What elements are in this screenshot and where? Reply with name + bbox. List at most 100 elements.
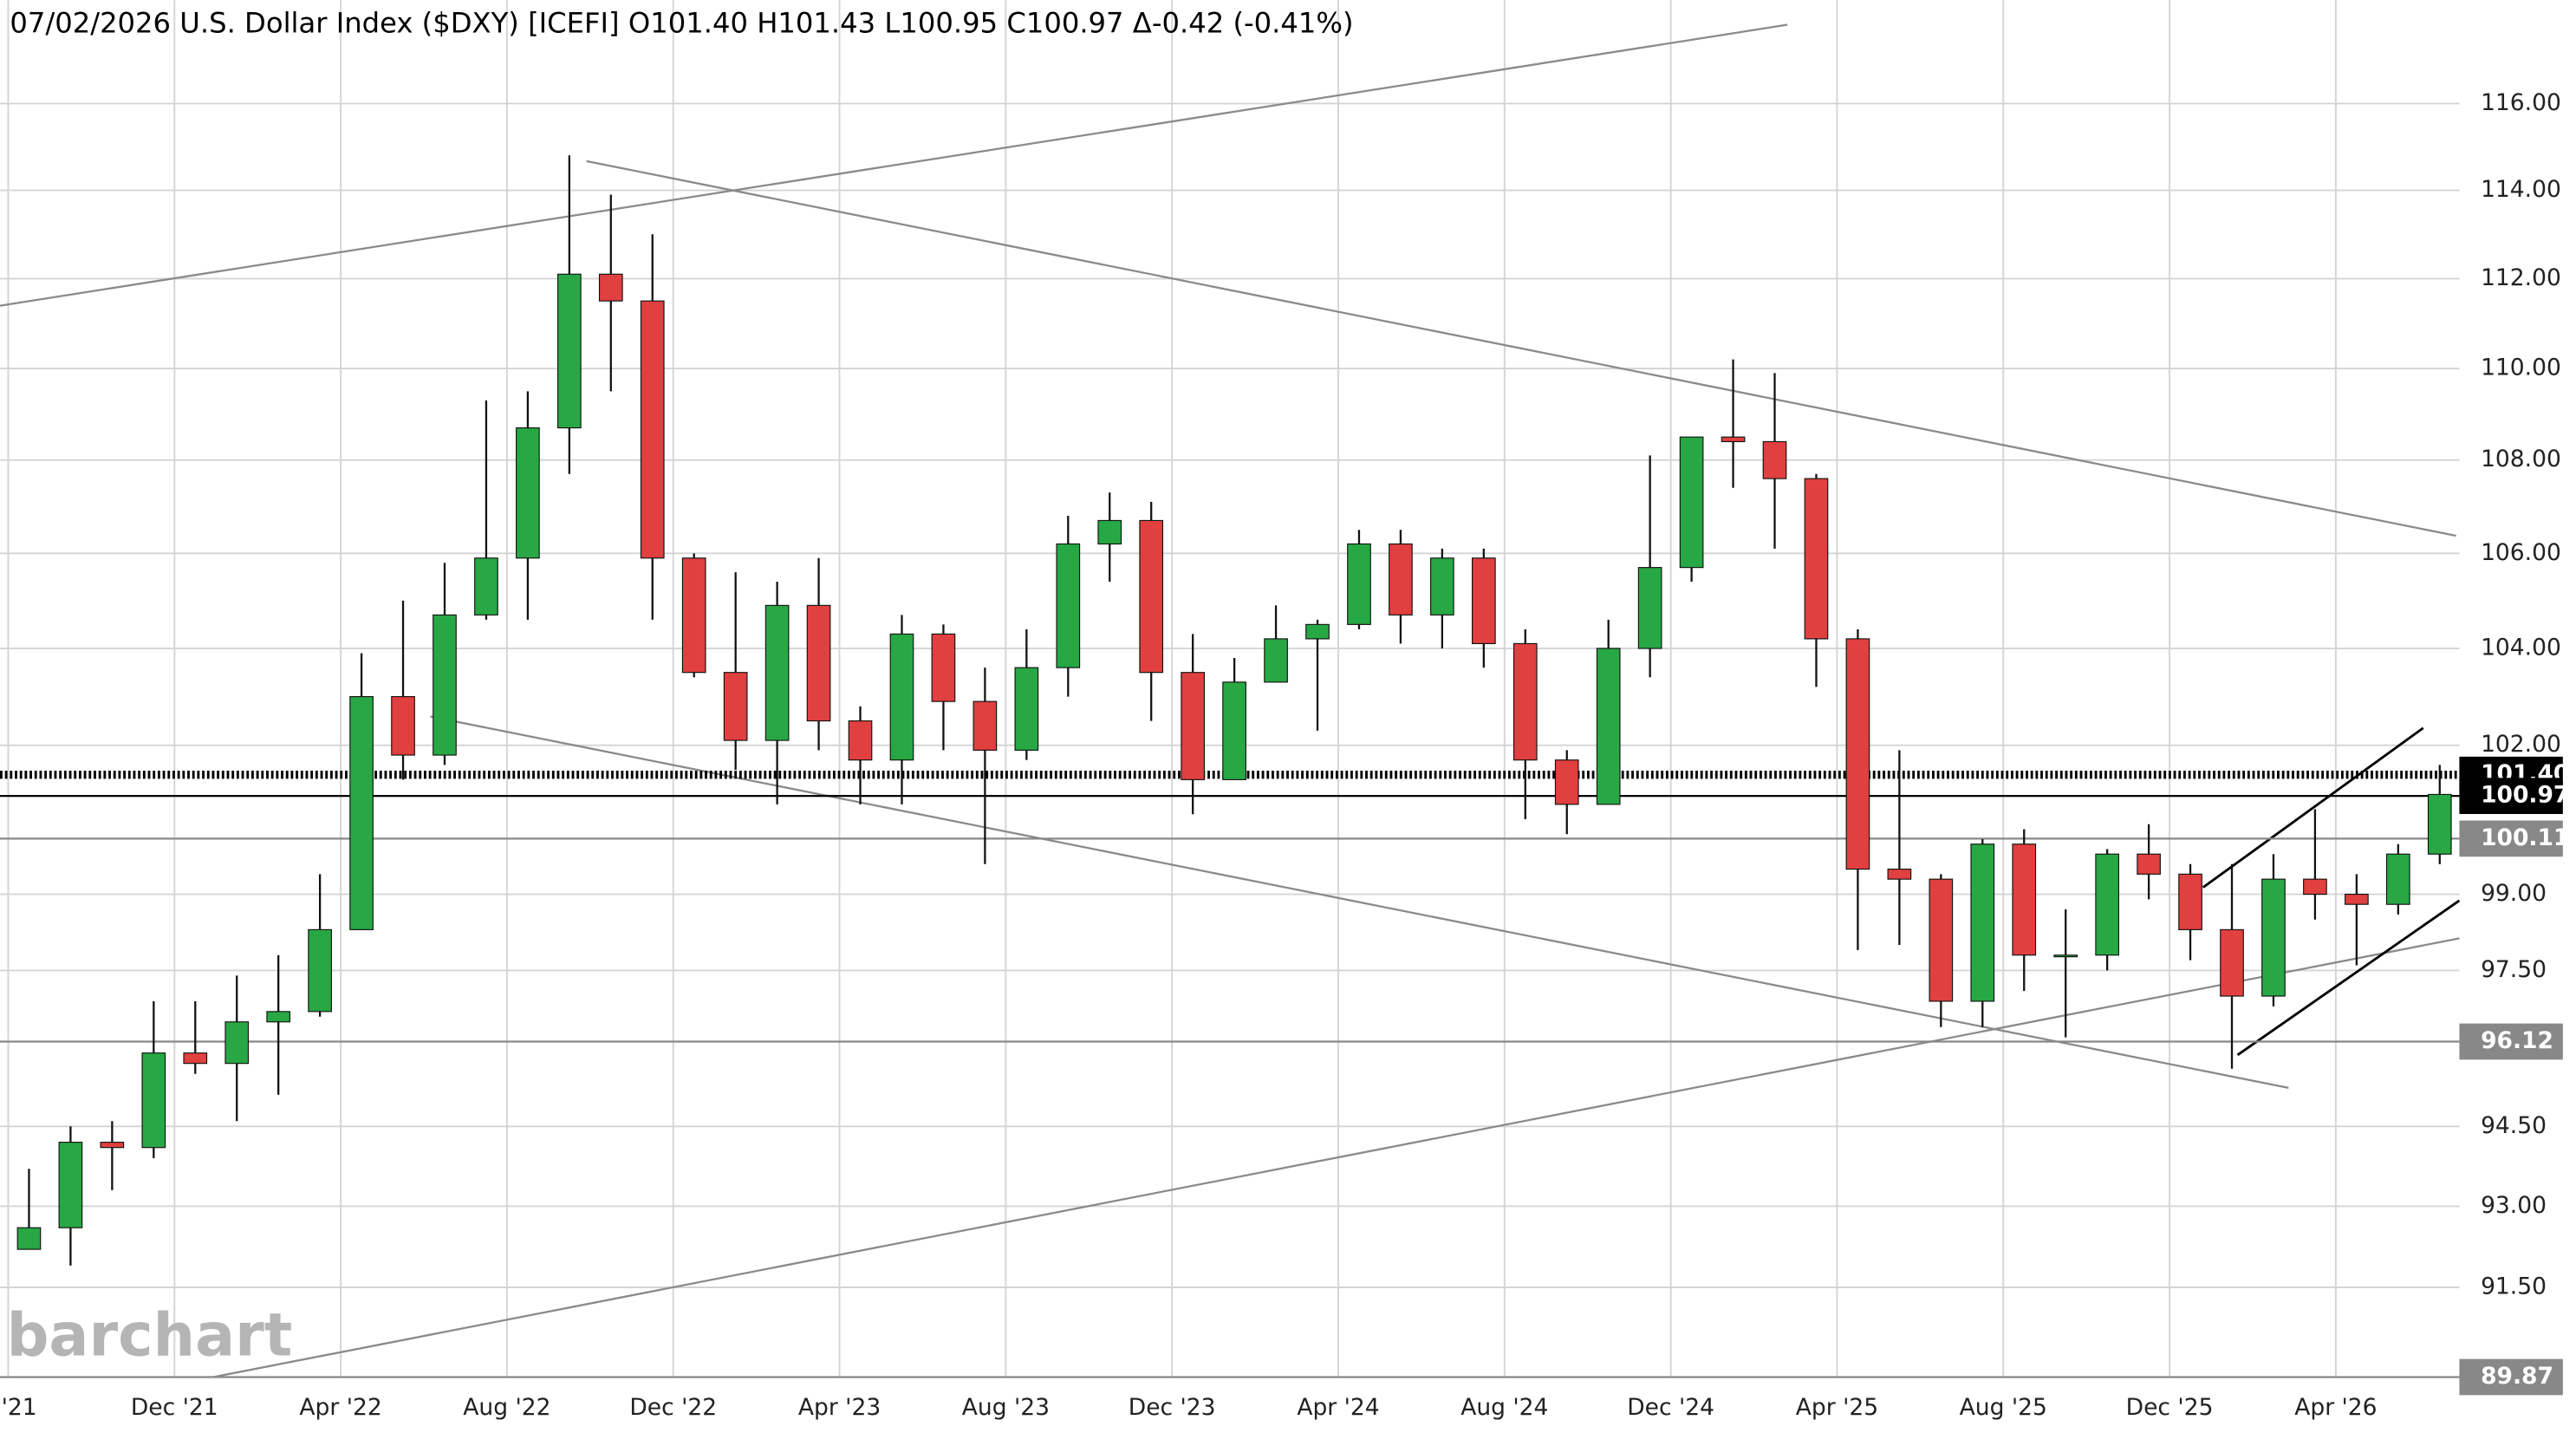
candle-body <box>1721 436 1746 443</box>
candle-body <box>1389 543 1413 616</box>
x-tick-label: Aug '25 <box>1960 1394 2047 1421</box>
candle-body <box>1554 759 1579 805</box>
x-tick-label: Dec '21 <box>131 1394 218 1421</box>
candle-body <box>1762 440 1787 479</box>
candle-body <box>598 273 623 302</box>
candle-body <box>141 1052 166 1149</box>
price-badge <box>2459 778 2563 814</box>
y-tick-label: 102.00 <box>2481 731 2561 758</box>
trend-line <box>586 160 2456 537</box>
candle-body <box>1970 844 1995 1002</box>
y-tick-label: 104.00 <box>2481 634 2561 661</box>
candle-body <box>1097 519 1122 545</box>
candle-body <box>1929 878 1954 1002</box>
candle-body <box>2012 844 2037 956</box>
candle-body <box>1596 648 1621 805</box>
x-tick-label: Dec '23 <box>1129 1394 1216 1421</box>
candle-body <box>2261 878 2286 997</box>
watermark: barchart <box>7 1301 293 1370</box>
candle-body <box>2220 928 2244 997</box>
candle-body <box>266 1011 291 1023</box>
candle-body <box>1056 543 1081 668</box>
candle-body <box>2137 853 2161 875</box>
candle-body <box>806 604 831 722</box>
price-badge <box>2459 1358 2563 1396</box>
candle-body <box>2385 853 2410 905</box>
x-tick-label: Dec '25 <box>2126 1394 2214 1421</box>
price-badge-label: 100.97 <box>2481 782 2569 809</box>
candle-body <box>889 633 914 761</box>
candle-body <box>1347 543 1371 625</box>
x-tick-label: Dec '24 <box>1627 1394 1714 1421</box>
candle-body <box>58 1142 83 1228</box>
trend-line <box>213 937 2460 1378</box>
candle-body <box>2345 893 2369 905</box>
candle-body <box>931 633 956 702</box>
y-tick-label: 93.00 <box>2481 1192 2547 1219</box>
candle-body <box>100 1142 125 1149</box>
price-badge-label: 89.87 <box>2481 1363 2553 1390</box>
candle-body <box>1472 557 1496 644</box>
candle-body <box>1305 623 1330 640</box>
candles <box>16 155 2452 1266</box>
y-tick-label: 94.50 <box>2481 1112 2547 1139</box>
candle-body <box>1014 667 1039 751</box>
y-tick-label: 114.00 <box>2481 176 2561 203</box>
candle-body <box>2053 954 2078 958</box>
x-tick-label: Dec '22 <box>629 1394 717 1421</box>
candle-body <box>433 614 457 756</box>
y-tick-label: 112.00 <box>2481 264 2561 291</box>
axis: 116.00 114.00 112.00 110.00 108.00 106.00 104.… <box>0 89 2569 1421</box>
candle-body <box>723 672 748 741</box>
price-badge-label: 100.11 <box>2481 824 2569 851</box>
y-tick-label: 106.00 <box>2481 539 2561 566</box>
candle-body <box>2427 793 2452 855</box>
candle-body <box>973 700 998 751</box>
y-tick-label: 116.00 <box>2481 89 2561 116</box>
price-badge <box>2459 1023 2563 1060</box>
candle-body <box>1222 681 1246 780</box>
candle-body <box>349 696 374 930</box>
candle-body <box>2303 878 2327 896</box>
grid <box>0 0 2460 1378</box>
y-tick-label: 99.00 <box>2481 880 2547 907</box>
candle-body <box>391 696 415 756</box>
candle-body <box>1845 638 1870 870</box>
y-tick-label: 110.00 <box>2481 355 2561 381</box>
trend-line <box>0 23 1788 307</box>
candle-body <box>1512 642 1538 761</box>
candle-body <box>516 427 540 559</box>
trend-line <box>430 715 2289 1089</box>
candle-body <box>16 1227 42 1250</box>
x-tick-label: Aug '22 <box>463 1394 550 1421</box>
channel-line <box>2202 726 2424 889</box>
candle-body <box>183 1052 208 1065</box>
candle-body <box>2095 853 2119 956</box>
candle-body <box>1637 567 1662 649</box>
x-tick-label: g '21 <box>0 1394 37 1421</box>
x-tick-label: Apr '22 <box>299 1394 381 1421</box>
candle-body <box>1264 638 1288 683</box>
candle-body <box>2178 873 2202 930</box>
candle-body <box>1430 557 1454 616</box>
price-badge-label: 96.12 <box>2481 1027 2553 1054</box>
candle-body <box>308 928 332 1013</box>
y-tick-label: 91.50 <box>2481 1273 2547 1299</box>
candle-body <box>848 720 873 761</box>
candle-body <box>681 557 706 674</box>
x-tick-label: Apr '23 <box>798 1394 881 1421</box>
x-tick-label: Apr '26 <box>2294 1394 2377 1421</box>
candle-body <box>1887 868 1912 880</box>
candle-body <box>764 604 790 741</box>
candle-body <box>1139 519 1164 674</box>
y-tick-label: 108.00 <box>2481 446 2561 472</box>
candle-body <box>1181 672 1205 780</box>
y-tick-label: 97.50 <box>2481 956 2547 983</box>
candle-body <box>1679 436 1704 569</box>
x-tick-label: Apr '24 <box>1297 1394 1379 1421</box>
candle-body <box>640 300 665 559</box>
x-tick-label: Aug '24 <box>1460 1394 1548 1421</box>
candle-body <box>557 273 582 429</box>
